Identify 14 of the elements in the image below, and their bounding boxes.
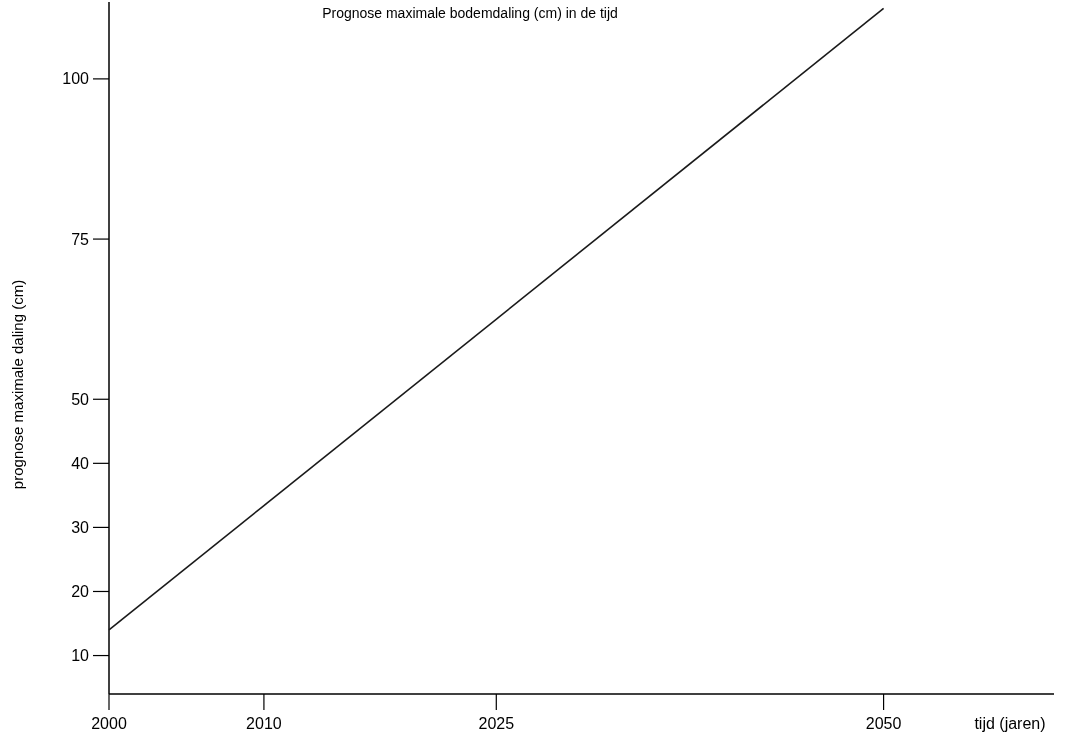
- y-tick-label: 50: [71, 390, 90, 408]
- y-tick-label: 100: [62, 70, 90, 88]
- y-tick-label: 10: [71, 647, 90, 665]
- x-tick-label: 2050: [865, 715, 902, 732]
- y-axis-title: prognose maximale daling (cm): [9, 279, 26, 490]
- y-tick-label: 75: [71, 230, 90, 248]
- x-tick-label: 2010: [246, 715, 282, 732]
- y-tick-label: 40: [71, 454, 90, 472]
- chart-title: Prognose maximale bodemdaling (cm) in de tijd: [322, 5, 618, 21]
- x-tick-label: 2000: [91, 715, 127, 732]
- y-tick-label: 20: [71, 583, 90, 601]
- y-tick-label: 30: [71, 519, 90, 537]
- x-axis-title: tijd (jaren): [974, 715, 1046, 732]
- x-tick-label: 2025: [478, 715, 515, 732]
